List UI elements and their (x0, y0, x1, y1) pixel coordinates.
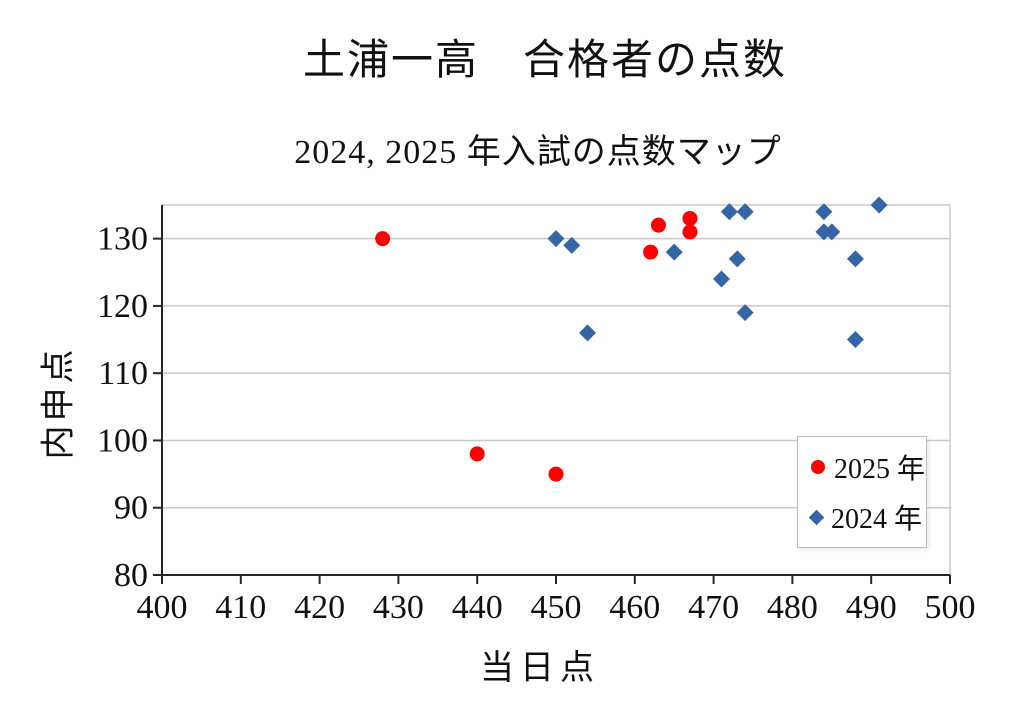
point-2024 (823, 223, 841, 241)
point-2024 (712, 270, 730, 288)
y-tick-label: 110 (98, 355, 148, 392)
legend-entry-2024: 2024 年 (808, 497, 926, 537)
x-tick-label: 480 (767, 589, 818, 626)
red-circle-icon (811, 460, 825, 474)
x-axis-title: 当日点 (480, 650, 600, 687)
point-2024 (846, 331, 864, 349)
y-tick-label: 130 (97, 221, 148, 258)
point-2025 (375, 231, 391, 247)
y-axis-title: 内申点 (40, 345, 78, 460)
legend-label-2025: 2025 年 (834, 454, 926, 485)
legend: 2025 年 2024 年 (797, 436, 927, 548)
blue-diamond-icon (808, 509, 825, 525)
point-2025 (682, 210, 698, 226)
point-2025 (682, 224, 698, 240)
point-2024 (870, 196, 888, 214)
y-tick-label: 90 (114, 490, 148, 527)
x-tick-label: 440 (452, 589, 503, 626)
chart-title: 土浦一高 合格者の点数 (302, 38, 787, 84)
y-tick-label: 80 (114, 557, 148, 594)
x-tick-label: 460 (609, 589, 660, 626)
x-tick-label: 450 (531, 589, 582, 626)
x-tick-label: 500 (925, 589, 976, 626)
y-tick-label: 120 (97, 288, 148, 325)
legend-label-2024: 2024 年 (831, 504, 923, 535)
point-2025 (650, 217, 666, 233)
chart-subtitle: 2024, 2025 年入試の点数マップ (294, 134, 782, 171)
legend-entry-2025: 2025 年 (811, 447, 926, 487)
x-tick-label: 410 (215, 589, 266, 626)
point-2024 (736, 304, 754, 322)
x-tick-label: 490 (846, 589, 897, 626)
point-2024 (728, 250, 746, 268)
y-tick-label: 100 (97, 422, 148, 459)
point-2025 (643, 244, 659, 260)
x-tick-label: 430 (373, 589, 424, 626)
point-2024 (547, 230, 565, 248)
x-tick-label: 470 (688, 589, 739, 626)
point-2024 (665, 243, 683, 261)
point-2024 (563, 236, 581, 254)
point-2024 (815, 203, 833, 221)
point-2024 (846, 250, 864, 268)
point-2024 (736, 203, 754, 221)
x-tick-label: 400 (137, 589, 188, 626)
point-2025 (548, 466, 564, 482)
x-tick-label: 420 (294, 589, 345, 626)
point-2024 (720, 203, 738, 221)
point-2024 (579, 324, 597, 342)
point-2025 (469, 446, 485, 462)
